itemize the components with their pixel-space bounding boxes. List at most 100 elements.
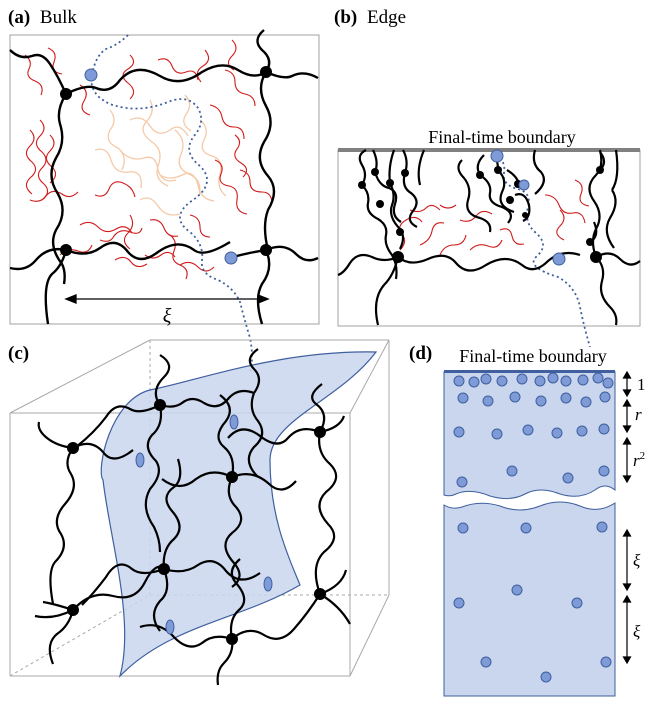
- intersection-dot: [534, 375, 546, 387]
- intersection-dot: [560, 375, 572, 387]
- crosslink-node: [158, 563, 170, 575]
- spacing-label-1: 1: [637, 375, 646, 394]
- crosslink-node: [376, 200, 384, 208]
- crosslinks-c: [67, 399, 326, 645]
- crosslink-node: [392, 251, 404, 263]
- final-time-boundary-bar-b: [338, 148, 640, 152]
- boundary-crossing-dot: [490, 149, 504, 163]
- intersection-dot: [596, 521, 608, 533]
- panel-b-title: Edge: [367, 7, 406, 28]
- intersection-dot: [491, 428, 503, 440]
- panel-b-boundary-label: Final-time boundary: [428, 127, 575, 147]
- crosslink-node: [60, 244, 72, 256]
- panel-b: (b) Edge Final-time boundary: [334, 7, 641, 348]
- crosslink-node: [314, 426, 326, 438]
- intersection-dot: [480, 373, 492, 385]
- intersection-dot: [600, 656, 612, 668]
- crosslinks-b: [358, 166, 604, 263]
- crosslink-node: [314, 588, 326, 600]
- intersection-dot: [468, 376, 480, 388]
- intersection-dot: [480, 656, 492, 668]
- boundary-dots-a: [84, 68, 238, 265]
- dotted-boundary-a: [90, 34, 253, 373]
- panel-b-letter: (b): [334, 7, 357, 28]
- crosslink-node: [67, 442, 79, 454]
- panel-d-letter: (d): [409, 343, 432, 364]
- crosslink-node: [522, 212, 528, 218]
- intersection-dot: [522, 424, 534, 436]
- intersection-dot: [535, 395, 547, 407]
- red-chains-b: [399, 179, 590, 256]
- crosslink-node: [260, 244, 272, 256]
- spacing-label-r2: r2: [633, 450, 645, 470]
- crosslink-node: [396, 228, 404, 236]
- crosslink-node: [401, 169, 409, 177]
- spacing-labels-d: 1 r r2 ξ ξ: [633, 375, 646, 641]
- intersection-dot: [453, 597, 465, 609]
- crosslink-node: [226, 633, 238, 645]
- crosslink-node: [371, 168, 379, 176]
- crosslink-node: [358, 181, 366, 189]
- spacing-label-xi: ξ: [633, 551, 641, 570]
- surface-crossing-dot: [263, 576, 273, 592]
- intersection-dot: [516, 373, 528, 385]
- crosslink-node: [596, 166, 604, 174]
- boundary-dots-d: [453, 372, 614, 683]
- svg-text:(a) Bulk: (a) Bulk: [8, 7, 77, 28]
- intersection-dot: [453, 375, 465, 387]
- intersection-dot: [540, 671, 552, 683]
- intersection-dot: [577, 374, 589, 386]
- intersection-dot: [598, 423, 610, 435]
- surface-crossing-dot: [165, 619, 175, 635]
- intersection-dot: [592, 372, 604, 384]
- intersection-dot: [496, 375, 508, 387]
- intersection-dot: [547, 372, 559, 384]
- faded-chains: [94, 94, 227, 216]
- spacing-arrows-d: [622, 370, 632, 665]
- scale-label-xi-a: ξ: [163, 305, 172, 327]
- surface-crossing-dot: [135, 452, 145, 468]
- panel-a: (a) Bulk: [8, 7, 320, 373]
- surface-crossings-c: [135, 414, 273, 635]
- crosslink-node: [586, 238, 594, 246]
- intersection-dot: [560, 392, 572, 404]
- panel-c-letter: (c): [8, 343, 29, 364]
- crosslink-node: [226, 471, 238, 483]
- intersection-dot: [453, 426, 465, 438]
- intersection-dot: [457, 392, 469, 404]
- final-time-boundary-bar-d: [444, 370, 615, 373]
- crosslink-node: [386, 179, 394, 187]
- crosslinks-a: [60, 66, 272, 256]
- panel-d: (d) Final-time boundary: [409, 343, 646, 697]
- intersection-dot: [602, 377, 614, 389]
- intersection-dot: [580, 396, 592, 408]
- crosslink-node: [506, 196, 514, 204]
- boundary-crossing-dot: [224, 251, 238, 265]
- boundary-crossing-dot: [552, 252, 566, 266]
- panel-d-boundary-label: Final-time boundary: [459, 346, 606, 366]
- panel-c: (c): [8, 339, 390, 686]
- crosslink-node: [154, 399, 166, 411]
- crosslink-node: [476, 171, 484, 179]
- intersection-dot: [509, 391, 521, 403]
- crosslink-node: [590, 251, 602, 263]
- crosslink-node: [67, 604, 79, 616]
- intersection-dot: [457, 522, 469, 534]
- polymer-network-b: [337, 149, 641, 326]
- svg-text:(b) Edge: (b) Edge: [334, 7, 406, 28]
- crosslink-node: [260, 66, 272, 78]
- boundary-crossing-dot: [518, 179, 530, 191]
- intersection-dot: [456, 476, 468, 488]
- intersection-dot: [551, 427, 563, 439]
- panel-a-letter: (a): [8, 7, 30, 28]
- scale-arrow-a: [64, 294, 270, 304]
- bounding-surface: [100, 351, 378, 679]
- boundary-crossing-dot: [84, 68, 98, 82]
- intersection-dot: [599, 391, 611, 403]
- boundary-dots-b: [490, 149, 566, 266]
- crosslink-node: [494, 166, 502, 174]
- lower-slab: [443, 501, 616, 697]
- spacing-label-xi: ξ: [633, 622, 641, 641]
- intersection-dot: [571, 597, 583, 609]
